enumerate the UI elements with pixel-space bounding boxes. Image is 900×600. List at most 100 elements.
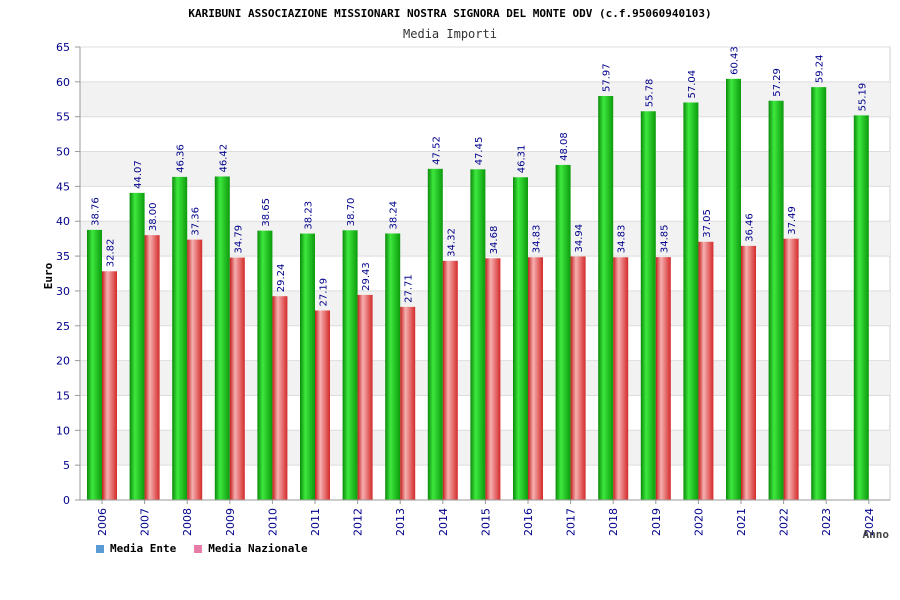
y-tick-label: 45 [56, 180, 70, 193]
bar-media-ente [257, 230, 273, 501]
data-label: 47.45 [474, 137, 485, 166]
legend-item-media-ente: Media Ente [96, 542, 176, 555]
data-label: 57.29 [772, 68, 783, 97]
bar-media-nazionale [315, 310, 330, 500]
data-label: 55.19 [857, 83, 868, 112]
y-tick-label: 0 [63, 494, 70, 507]
bar-media-nazionale [442, 260, 458, 500]
bar-media-nazionale [613, 257, 629, 500]
bar-media-nazionale [187, 239, 203, 501]
data-label: 38.00 [148, 203, 159, 232]
grid-band [80, 81, 890, 117]
bar-media-nazionale [357, 294, 373, 500]
y-tick-labels: 0 5 10 15 20 25 30 35 40 45 50 55 60 65 [56, 41, 70, 507]
data-label: 55.78 [644, 79, 655, 108]
bar-media-ente [683, 102, 699, 501]
data-label: 34.83 [617, 225, 628, 254]
x-tick-label: 2011 [309, 508, 322, 536]
legend: Media Ente Media Nazionale [96, 542, 308, 555]
bar-media-ente [342, 230, 358, 500]
y-tick-label: 35 [56, 250, 70, 263]
data-label: 38.24 [389, 201, 400, 230]
legend-label: Media Ente [110, 542, 177, 555]
data-label: 59.24 [815, 55, 826, 84]
data-label: 29.43 [361, 262, 372, 291]
bar-media-ente [87, 229, 102, 500]
bar-media-ente [853, 115, 869, 500]
x-tick-label: 2006 [96, 508, 109, 536]
bar-media-ente [300, 233, 315, 500]
bar-media-ente [598, 95, 614, 501]
data-label: 27.19 [319, 278, 330, 307]
legend-item-media-nazionale: Media Nazionale [194, 542, 308, 555]
bar-media-nazionale [698, 241, 714, 501]
value-labels: 38.76 32.82 44.07 38.00 46.36 37.36 46.42 34.79… [91, 46, 869, 306]
bar-media-ente [726, 78, 741, 500]
x-tick-label: 2015 [479, 508, 492, 536]
data-label: 57.04 [687, 70, 698, 99]
chart-subtitle: Media Importi [403, 27, 497, 41]
chart-title: KARIBUNI ASSOCIAZIONE MISSIONARI NOSTRA … [188, 7, 711, 20]
data-label: 38.65 [261, 198, 272, 227]
data-label: 34.83 [532, 225, 543, 254]
axes [75, 46, 890, 504]
x-tick-label: 2017 [565, 508, 578, 536]
data-label: 46.31 [517, 145, 528, 174]
data-label: 34.68 [489, 226, 500, 255]
y-tick-label: 10 [56, 424, 70, 437]
bar-media-nazionale [229, 257, 245, 500]
data-label: 47.52 [431, 136, 442, 165]
x-tick-label: 2021 [735, 508, 748, 536]
data-label: 38.23 [304, 201, 315, 230]
data-label: 34.94 [574, 224, 585, 253]
x-tick-label: 2007 [139, 508, 152, 536]
bars [87, 78, 869, 501]
data-label: 29.24 [276, 264, 287, 293]
data-label: 46.42 [218, 144, 229, 173]
data-label: 36.46 [745, 213, 756, 242]
x-tick-label: 2010 [266, 508, 279, 536]
bar-media-nazionale [102, 271, 117, 500]
bar-media-nazionale [783, 238, 799, 500]
bar-media-ente [427, 168, 443, 501]
bar-media-nazionale [272, 296, 288, 500]
y-tick-label: 50 [56, 146, 70, 159]
bar-media-ente [513, 177, 528, 500]
bar-media-ente [555, 164, 571, 501]
data-label: 34.79 [233, 225, 244, 254]
bar-media-ente [768, 100, 784, 500]
data-label: 37.05 [702, 209, 713, 238]
x-tick-label: 2019 [650, 508, 663, 536]
x-tick-label: 2013 [394, 508, 407, 536]
y-tick-label: 25 [56, 320, 70, 333]
data-label: 27.71 [404, 274, 415, 303]
data-label: 46.36 [176, 144, 187, 173]
data-label: 48.08 [559, 132, 570, 161]
x-tick-label: 2022 [778, 508, 791, 536]
data-label: 32.82 [106, 239, 117, 268]
bar-media-ente [640, 111, 656, 500]
x-tick-label: 2008 [181, 508, 194, 536]
x-tick-label: 2023 [820, 508, 833, 536]
x-tick-label: 2009 [224, 508, 237, 536]
x-tick-label: 2014 [437, 508, 450, 536]
data-label: 37.49 [787, 206, 798, 235]
bar-media-ente [811, 87, 827, 501]
bar-media-ente [470, 169, 486, 500]
bar-media-nazionale [570, 256, 586, 500]
bar-media-nazionale [400, 306, 416, 500]
x-axis-label: Anno [863, 528, 890, 541]
bar-media-nazionale [144, 235, 160, 500]
y-tick-label: 15 [56, 389, 70, 402]
x-tick-labels: 2006 2007 2008 2009 2010 2011 2012 2013 2014 2015… [96, 508, 876, 536]
bar-media-nazionale [485, 258, 501, 500]
data-label: 38.70 [346, 198, 357, 227]
data-label: 38.76 [91, 197, 102, 226]
y-tick-label: 20 [56, 355, 70, 368]
x-tick-label: 2018 [607, 508, 620, 536]
x-tick-label: 2020 [692, 508, 705, 536]
y-tick-label: 65 [56, 41, 70, 54]
legend-swatch [96, 544, 104, 553]
bar-media-ente [172, 176, 188, 500]
